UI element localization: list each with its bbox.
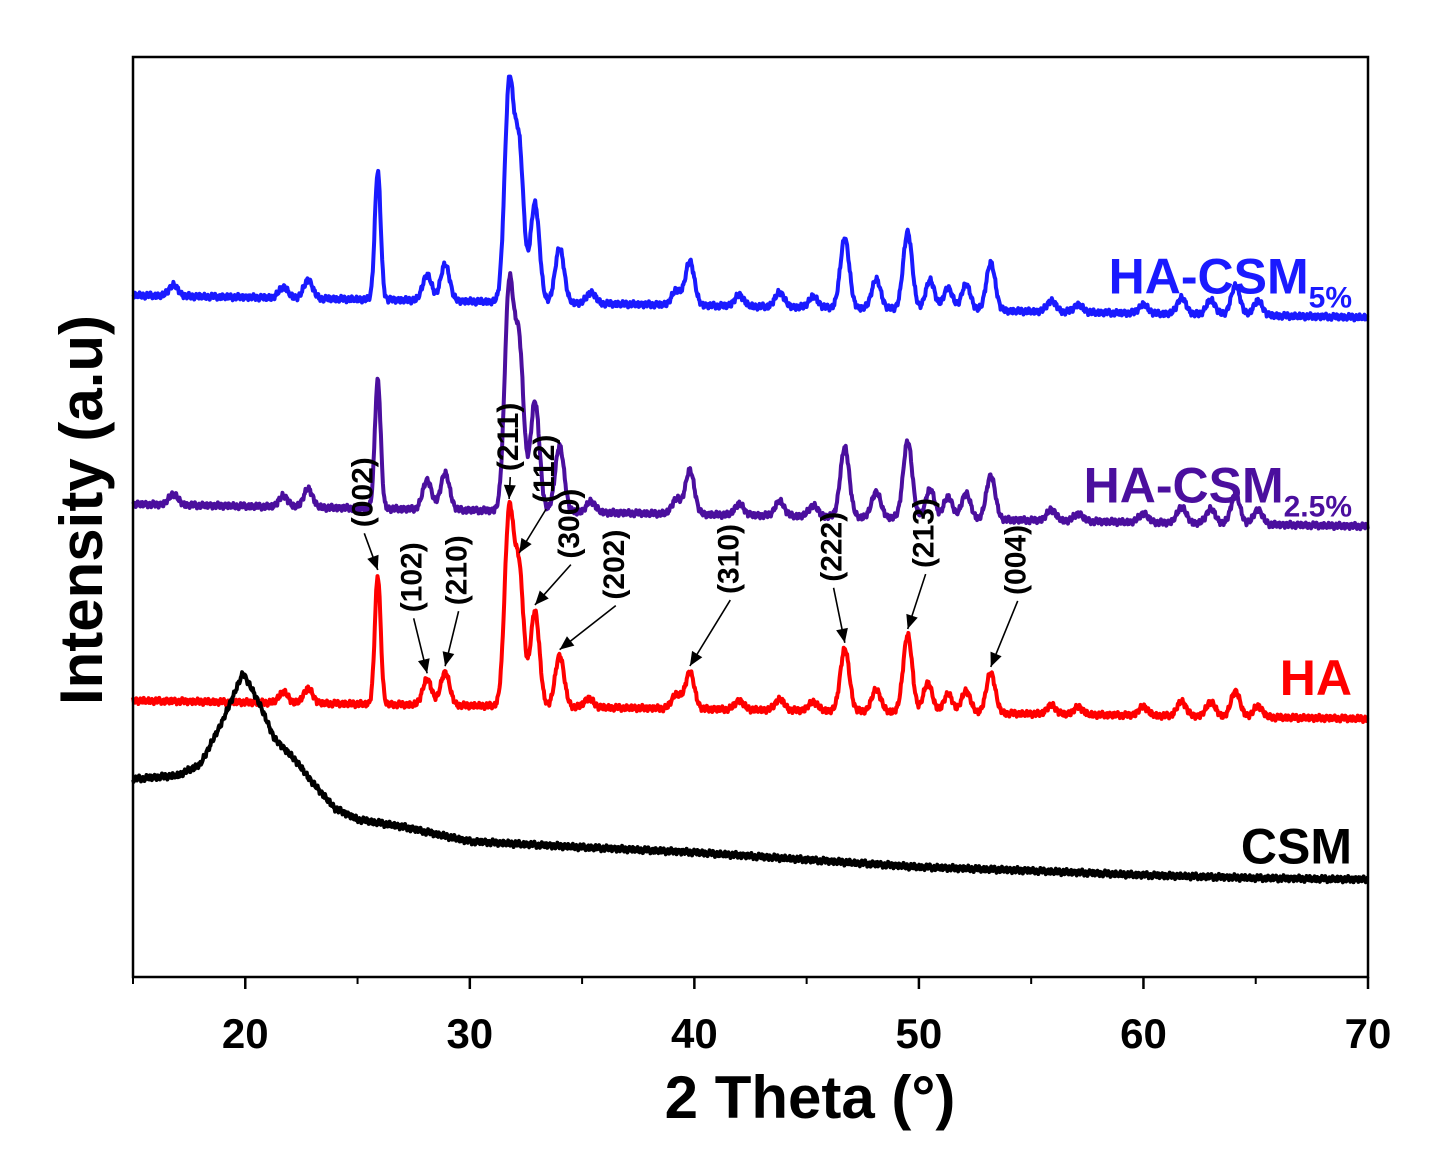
annotation-arrowhead bbox=[689, 650, 703, 666]
annotation-label: (310) bbox=[712, 524, 745, 594]
series-line-0 bbox=[131, 74, 1370, 323]
series-label-0: HA-CSM5% bbox=[1109, 248, 1352, 314]
annotation-arrowhead bbox=[442, 651, 455, 667]
annotation-arrowhead bbox=[990, 651, 1002, 667]
annotation-layer: (002) (102) (210) (211) (112)(300) (202) (310)… bbox=[346, 403, 1033, 674]
series-label-3: CSM bbox=[1241, 819, 1352, 875]
annotation-arrowhead bbox=[559, 636, 575, 650]
annotation-label: (004) bbox=[1000, 525, 1033, 595]
annotation-label: (213) bbox=[908, 498, 941, 568]
series-label-2: HA bbox=[1280, 650, 1352, 706]
annotation-6: (202) bbox=[559, 530, 631, 651]
annotation-arrowhead bbox=[367, 554, 379, 570]
annotation-0: (002) bbox=[346, 457, 379, 571]
x-tick-label-2: 40 bbox=[671, 1010, 718, 1057]
annotation-5: (300) bbox=[534, 489, 586, 606]
annotation-arrowhead bbox=[534, 590, 549, 605]
annotation-arrowhead bbox=[519, 537, 532, 553]
annotation-label: (112) bbox=[528, 435, 561, 503]
series-line-3 bbox=[131, 670, 1370, 885]
y-axis-title: Intensity (a.u) bbox=[48, 315, 115, 705]
x-tick-layer: 20 30 40 50 60 70 bbox=[132, 977, 1392, 1057]
series-line-2 bbox=[131, 499, 1370, 724]
annotation-label: (002) bbox=[346, 457, 379, 527]
annotation-arrowhead bbox=[503, 484, 516, 500]
annotation-arrowhead bbox=[836, 627, 848, 643]
annotation-7: (310) bbox=[689, 524, 745, 667]
annotation-label: (211) bbox=[492, 403, 525, 471]
annotation-label: (202) bbox=[598, 530, 631, 600]
annotation-10: (004) bbox=[990, 525, 1033, 668]
annotation-label: (102) bbox=[396, 542, 429, 612]
annotation-label: (300) bbox=[553, 489, 586, 559]
series-label-1: HA-CSM2.5% bbox=[1084, 457, 1352, 523]
x-tick-label-5: 70 bbox=[1345, 1010, 1392, 1057]
annotation-8: (222) bbox=[816, 512, 849, 643]
annotation-4: (112) bbox=[518, 435, 561, 554]
annotation-arrowhead bbox=[906, 613, 918, 630]
x-tick-label-4: 60 bbox=[1120, 1010, 1167, 1057]
annotation-2: (210) bbox=[441, 535, 474, 667]
annotation-1: (102) bbox=[396, 542, 430, 674]
x-axis-title: 2 Theta (°) bbox=[665, 1064, 956, 1131]
x-tick-label-1: 30 bbox=[446, 1010, 493, 1057]
plot-frame bbox=[131, 55, 1370, 979]
series-label-layer: HA-CSM5% HA-CSM2.5% HA CSM bbox=[1084, 248, 1352, 874]
annotation-label: (210) bbox=[441, 535, 474, 605]
annotation-3: (211) bbox=[492, 403, 525, 500]
annotation-arrowhead bbox=[417, 658, 430, 674]
series-layer bbox=[131, 74, 1370, 885]
series-line-1 bbox=[131, 271, 1370, 532]
annotation-label: (222) bbox=[816, 512, 849, 582]
annotation-9: (213) bbox=[906, 498, 941, 630]
x-tick-label-3: 50 bbox=[896, 1010, 943, 1057]
x-tick-label-0: 20 bbox=[222, 1010, 269, 1057]
